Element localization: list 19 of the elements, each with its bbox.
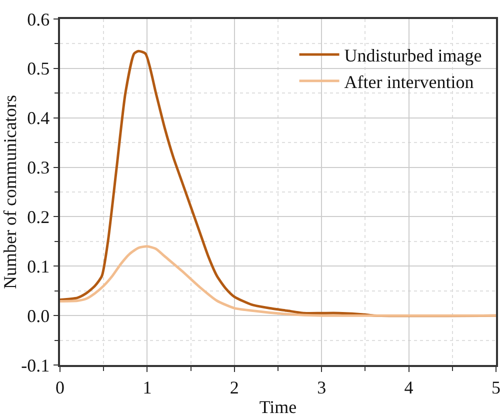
x-tick-label: 2 <box>230 377 239 398</box>
x-tick-label: 5 <box>492 377 500 398</box>
legend-label: After intervention <box>344 72 474 92</box>
x-tick-label: 0 <box>56 377 64 398</box>
x-axis-title: Time <box>259 396 297 417</box>
y-tick-label: 0.5 <box>27 58 50 79</box>
y-tick-label: 0.6 <box>27 9 50 30</box>
y-tick-label: 0.1 <box>27 256 50 276</box>
y-tick-label: -0.1 <box>21 355 50 376</box>
x-tick-label: 3 <box>317 377 326 398</box>
y-tick-label: 0.4 <box>27 108 50 128</box>
y-axis-title: Number of communicators <box>0 95 20 289</box>
legend-label: Undisturbed image <box>344 46 482 66</box>
x-tick-label: 1 <box>142 377 152 398</box>
y-tick-label: 0.3 <box>27 158 50 178</box>
x-tick-label: 4 <box>404 377 414 398</box>
line-series <box>60 245 496 317</box>
y-tick-label: 0.2 <box>27 207 50 228</box>
y-tick-label: 0.0 <box>27 306 50 326</box>
